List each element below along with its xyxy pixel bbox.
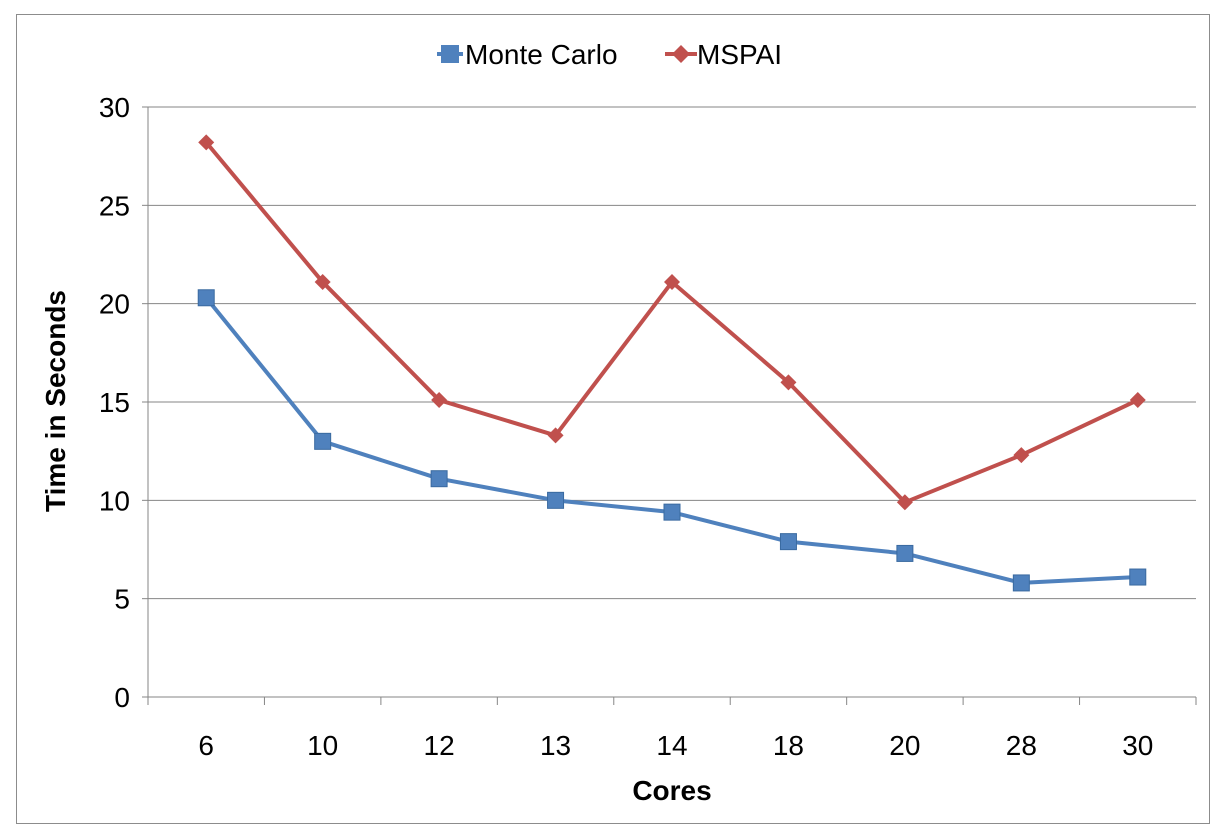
point-mspai-6 — [198, 134, 215, 151]
point-monte-carlo-14 — [663, 503, 681, 521]
point-monte-carlo-30 — [1129, 568, 1147, 586]
point-monte-carlo-10 — [314, 432, 332, 450]
point-monte-carlo-12 — [430, 470, 448, 488]
y-tick-label-15: 15 — [99, 387, 130, 418]
point-monte-carlo-28 — [1012, 574, 1030, 592]
x-tick-label-14: 14 — [656, 730, 687, 761]
point-mspai-30 — [1129, 392, 1146, 409]
point-monte-carlo-13 — [547, 491, 565, 509]
y-axis-title: Time in Seconds — [40, 290, 71, 512]
axes — [147, 107, 1197, 705]
point-mspai-10 — [314, 274, 331, 291]
legend-monte-carlo-marker — [441, 45, 459, 63]
y-tick-label-30: 30 — [99, 92, 130, 123]
point-mspai-12 — [431, 392, 448, 409]
chart-frame — [16, 14, 1210, 824]
point-mspai-13 — [547, 427, 564, 444]
legend-mspai-label: MSPAI — [697, 39, 782, 70]
x-tick-label-28: 28 — [1006, 730, 1037, 761]
y-tick-labels: 0 5 10 15 20 25 30 — [99, 92, 130, 713]
point-mspai-28 — [1013, 447, 1030, 464]
series-line-monte-carlo — [204, 296, 1138, 585]
point-monte-carlo-6 — [197, 289, 215, 307]
x-tick-labels: 6 10 12 13 14 18 20 28 30 — [198, 730, 1153, 761]
point-mspai-18 — [780, 374, 797, 391]
legend-monte-carlo-label: Monte Carlo — [465, 39, 618, 70]
legend-mspai-marker — [672, 45, 690, 63]
x-tick-label-18: 18 — [773, 730, 804, 761]
x-tick-label-13: 13 — [540, 730, 571, 761]
x-tick-label-20: 20 — [889, 730, 920, 761]
y-tick-label-10: 10 — [99, 485, 130, 516]
y-tick-label-25: 25 — [99, 190, 130, 221]
x-tick-label-30: 30 — [1122, 730, 1153, 761]
y-tick-label-0: 0 — [114, 682, 130, 713]
x-tick-label-12: 12 — [424, 730, 455, 761]
gridlines — [142, 106, 1196, 698]
point-monte-carlo-18 — [779, 533, 797, 551]
series-group — [197, 134, 1147, 592]
y-tick-label-5: 5 — [114, 584, 130, 615]
point-monte-carlo-20 — [896, 544, 914, 562]
y-tick-label-20: 20 — [99, 289, 130, 320]
legend: Monte Carlo MSPAI — [437, 39, 782, 70]
x-axis-title: Cores — [632, 775, 711, 806]
x-tick-label-6: 6 — [198, 730, 214, 761]
x-tick-label-10: 10 — [307, 730, 338, 761]
point-mspai-20 — [896, 494, 913, 511]
point-mspai-14 — [664, 274, 680, 291]
